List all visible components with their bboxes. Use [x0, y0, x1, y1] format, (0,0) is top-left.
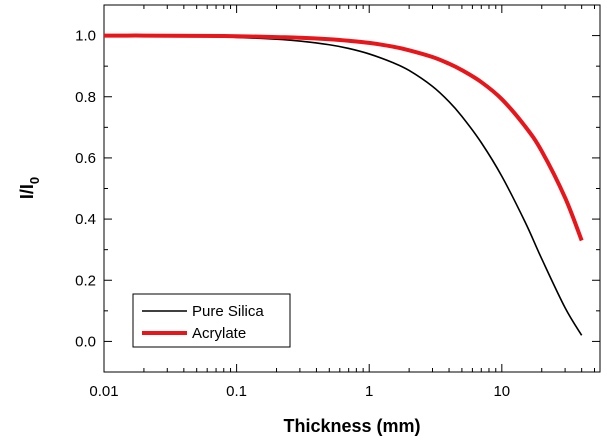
y-axis-title-main: I/I — [17, 184, 37, 199]
y-tick-label: 0.6 — [75, 150, 96, 167]
y-tick-label: 0.8 — [75, 89, 96, 106]
y-tick-label: 1.0 — [75, 28, 96, 45]
legend-box — [132, 293, 291, 348]
legend: Pure Silica Acrylate — [132, 293, 291, 348]
x-tick-label: 0.01 — [89, 383, 118, 400]
series-line-pure-silica — [103, 34, 583, 336]
legend-label-pure-silica: Pure Silica — [192, 303, 264, 320]
x-axis-title: Thickness (mm) — [283, 416, 420, 436]
legend-label-acrylate: Acrylate — [192, 325, 246, 342]
y-tick-label: 0.4 — [75, 211, 96, 228]
x-tick-label: 0.1 — [226, 383, 247, 400]
ticks — [103, 4, 600, 373]
y-tick-label: 0.2 — [75, 272, 96, 289]
series-line-acrylate — [103, 33, 584, 242]
x-tick-label: 1 — [365, 383, 373, 400]
series-lines — [103, 33, 584, 336]
y-axis-title: I/I0 — [17, 177, 42, 199]
tick-labels: 0.01 0.1 1 10 0.0 0.2 0.4 0.6 0.8 1.0 — [75, 28, 510, 400]
y-axis-title-subscript: 0 — [27, 177, 42, 184]
x-tick-label: 10 — [493, 383, 510, 400]
y-tick-label: 0.0 — [75, 333, 96, 350]
